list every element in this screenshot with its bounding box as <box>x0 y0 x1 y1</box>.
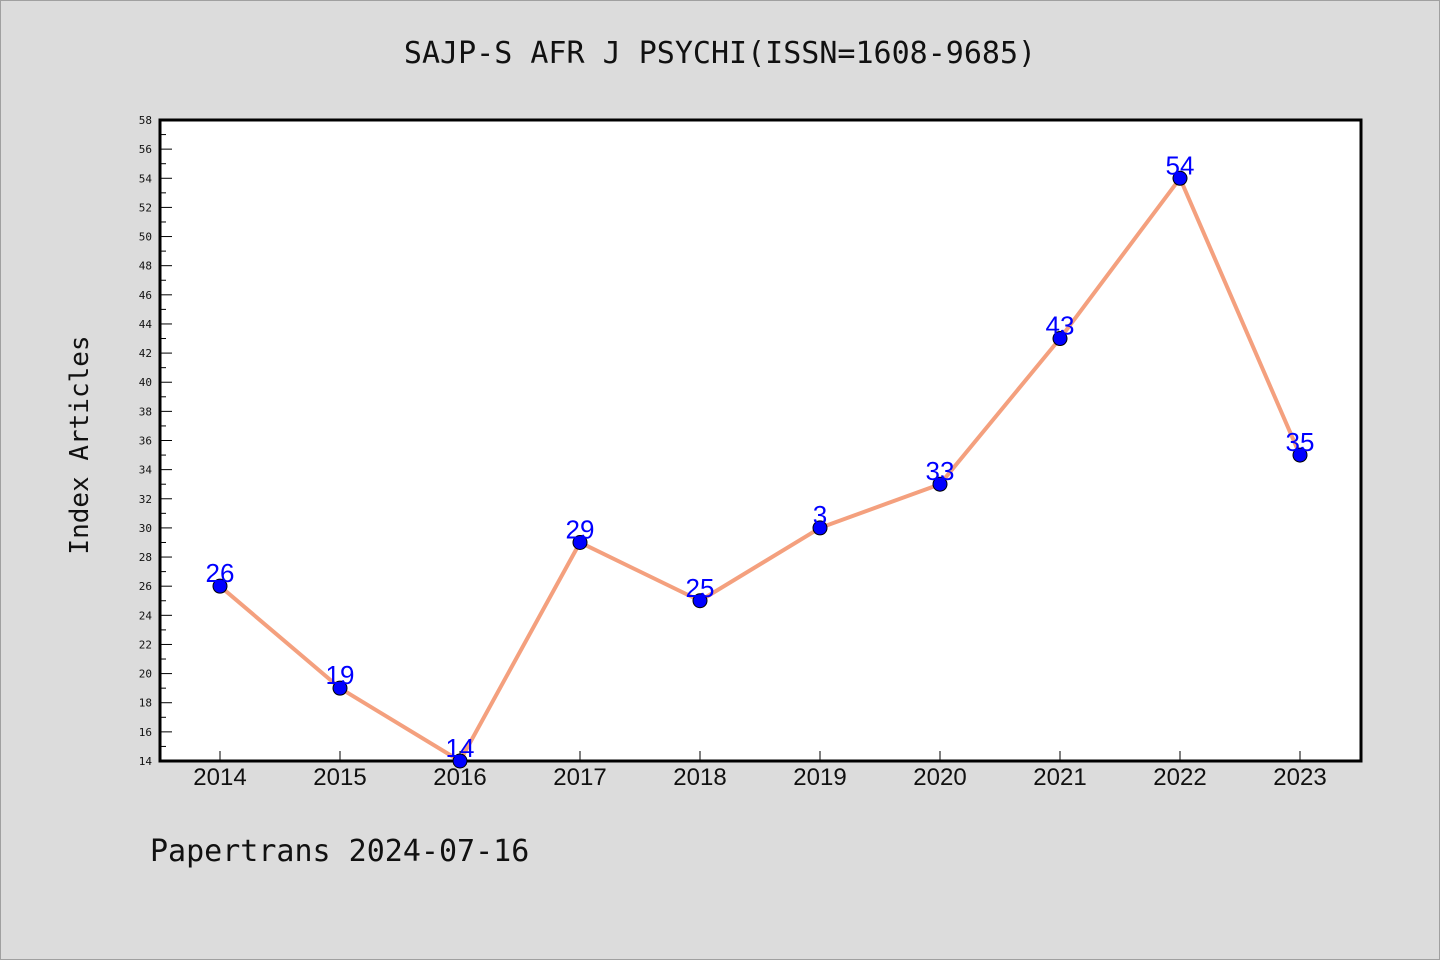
data-label: 29 <box>566 514 595 544</box>
y-tick-label: 52 <box>139 201 152 214</box>
x-tick-label: 2022 <box>1153 764 1206 791</box>
y-tick-label: 36 <box>139 435 152 448</box>
data-label: 35 <box>1286 427 1315 457</box>
y-tick-label: 50 <box>139 231 152 244</box>
data-point <box>1292 447 1308 463</box>
y-tick-label: 18 <box>139 697 152 710</box>
plot-area <box>158 118 1363 763</box>
x-tick-label: 2020 <box>913 764 966 791</box>
data-point <box>332 680 348 696</box>
y-tick-label: 58 <box>139 114 152 127</box>
data-point <box>932 476 948 492</box>
x-tick-label: 2015 <box>313 764 366 791</box>
y-tick-label: 20 <box>139 668 152 681</box>
chart-title: SAJP-S AFR J PSYCHI(ISSN=1608-9685) <box>403 36 1037 71</box>
y-tick-label: 42 <box>139 347 152 360</box>
data-point <box>212 578 228 594</box>
data-point <box>452 753 468 769</box>
data-label: 19 <box>326 660 355 690</box>
data-label: 14 <box>446 733 475 763</box>
y-axis-ticks: 14 16 18 20 22 24 26 28 30 32 34 36 38 40 42 44 46 48 50 52… <box>139 114 172 768</box>
y-tick-label: 46 <box>139 289 152 302</box>
x-tick-label: 2021 <box>1033 764 1086 791</box>
data-point <box>692 593 708 609</box>
data-label: 3 <box>813 500 827 530</box>
x-tick-label: 2019 <box>793 764 846 791</box>
data-point <box>572 534 588 550</box>
series-line <box>218 176 1302 763</box>
data-label: 54 <box>1166 150 1195 180</box>
data-label: 43 <box>1046 311 1075 341</box>
y-tick-label: 28 <box>139 551 152 564</box>
y-tick-label: 24 <box>139 609 153 622</box>
x-tick-label: 2017 <box>553 764 606 791</box>
y-tick-label: 22 <box>139 638 152 651</box>
y-tick-label: 44 <box>139 318 153 331</box>
x-tick-label: 2014 <box>193 764 246 791</box>
data-label: 26 <box>206 558 235 588</box>
y-tick-label: 38 <box>139 405 152 418</box>
data-label: 25 <box>686 573 715 603</box>
x-tick-label: 2018 <box>673 764 726 791</box>
y-tick-label: 40 <box>139 376 152 389</box>
y-tick-label: 34 <box>139 464 153 477</box>
footer-credit: Papertrans 2024-07-16 <box>150 834 530 869</box>
data-point <box>812 520 828 536</box>
data-point <box>1052 331 1068 347</box>
data-label: 33 <box>926 456 955 486</box>
y-tick-label: 56 <box>139 143 152 156</box>
y-tick-label: 32 <box>139 493 152 506</box>
x-tick-label: 2023 <box>1273 764 1326 791</box>
y-tick-label: 30 <box>139 522 152 535</box>
y-tick-label: 48 <box>139 260 152 273</box>
y-tick-label: 26 <box>139 580 152 593</box>
y-tick-label: 54 <box>139 172 153 185</box>
data-point <box>1172 170 1188 186</box>
x-axis-ticks: 2014 2015 2016 2017 2018 2019 2020 2021 2022 2023 <box>193 751 1327 791</box>
y-tick-label: 16 <box>139 726 152 739</box>
y-tick-label: 14 <box>139 755 153 768</box>
